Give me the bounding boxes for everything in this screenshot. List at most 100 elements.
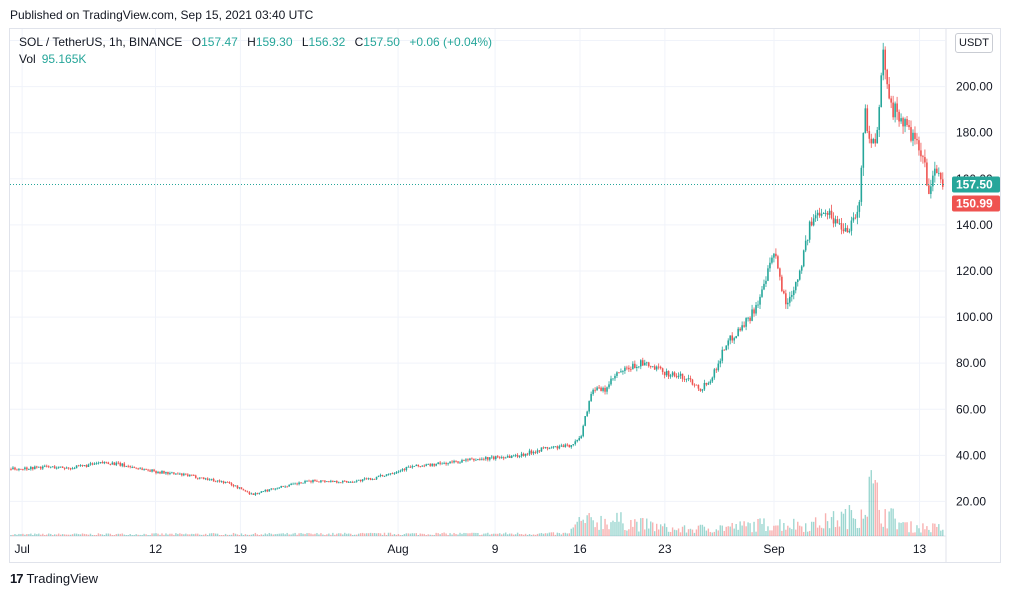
candle-body (578, 438, 581, 441)
candle-body (179, 473, 181, 475)
candle-body (653, 366, 656, 370)
candle-body (562, 445, 565, 448)
volume-bar (773, 525, 775, 536)
candle-body (564, 444, 567, 448)
volume-bar (290, 534, 292, 536)
volume-bar (614, 522, 616, 536)
volume-bar (226, 534, 229, 536)
candle-body (28, 469, 30, 470)
candle-body (411, 466, 414, 468)
candle-body (12, 467, 14, 470)
candle-body (139, 468, 141, 470)
volume-bar (57, 533, 60, 536)
volume-bar (284, 534, 286, 536)
candle-body (407, 466, 410, 468)
candle-body (691, 379, 694, 385)
symbol-legend: SOL / TetherUS, 1h, BINANCE O157.47 H159… (19, 35, 492, 49)
candle-body (161, 470, 163, 474)
candle-body (326, 481, 328, 483)
volume-bar (630, 519, 632, 536)
currency-button[interactable]: USDT (955, 33, 993, 53)
candle-body (552, 446, 555, 448)
candle-body (316, 480, 318, 482)
low-value: 156.32 (308, 35, 346, 49)
candle-body (753, 309, 755, 314)
candle-body (123, 463, 126, 467)
volume-bar (385, 535, 388, 536)
volume-bar (419, 533, 421, 536)
candle-body (141, 468, 143, 470)
volume-bar (276, 533, 278, 536)
volume-bar (367, 533, 370, 536)
candle-body (320, 480, 322, 483)
candle-body (761, 289, 763, 297)
volume-bar (131, 535, 133, 536)
y-tick-label: 140.00 (956, 218, 993, 232)
volume-bar (34, 533, 36, 536)
volume-bar (153, 533, 155, 536)
volume-bar (612, 520, 614, 536)
volume-bar (862, 518, 865, 536)
candle-body (530, 450, 533, 454)
volume-bar (125, 535, 127, 536)
candle-body (586, 411, 588, 417)
volume-bar (765, 531, 767, 536)
volume-bar (892, 508, 894, 536)
candle-body (159, 471, 161, 474)
candle-body (508, 456, 511, 458)
candle-body (826, 212, 829, 215)
volume-bar (338, 533, 340, 536)
volume-bar (554, 534, 557, 536)
volume-bar (693, 532, 696, 536)
candle-body (574, 441, 577, 445)
candle-body (830, 210, 833, 218)
candle-body (528, 450, 531, 455)
x-tick-label: Sep (763, 542, 785, 556)
candle-body (481, 458, 483, 460)
volume-bar (123, 534, 125, 536)
volume-bar (328, 533, 330, 536)
volume-bar (52, 535, 54, 536)
volume-bar (618, 521, 620, 536)
candle-body (177, 473, 179, 475)
volume-bar (697, 525, 700, 536)
candle-body (675, 376, 678, 378)
candle-body (45, 465, 48, 467)
candle-body (300, 482, 302, 484)
candle-body (751, 309, 753, 321)
candle-body (63, 467, 66, 469)
volume-bar (352, 535, 354, 536)
candle-body (59, 466, 62, 468)
candle-body (735, 336, 737, 339)
candle-body (910, 127, 912, 141)
volume-bar (441, 533, 443, 536)
volume-bar (50, 533, 52, 536)
volume-bar (222, 535, 225, 536)
candle-body (175, 473, 177, 475)
candle-body (49, 466, 52, 468)
volume-bar (876, 482, 878, 536)
volume-bar (737, 529, 739, 536)
candle-body (393, 473, 396, 475)
volume-bar (195, 533, 197, 536)
candle-body (568, 444, 571, 448)
volume-bar (306, 533, 308, 536)
candle-body (510, 455, 513, 458)
candle-body (129, 466, 132, 468)
candle-body (745, 318, 747, 327)
candle-body (941, 179, 944, 187)
volume-bar (26, 534, 28, 536)
volume-bar (24, 534, 26, 536)
volume-bar (888, 511, 890, 536)
candle-body (638, 366, 640, 368)
candle-body (747, 317, 749, 319)
volume-bar (654, 531, 656, 536)
chart-frame[interactable] (9, 28, 1001, 563)
volume-bar (455, 533, 457, 536)
candle-body (582, 425, 584, 437)
volume-bar (395, 534, 398, 536)
candle-body (884, 49, 886, 70)
candle-body (375, 476, 378, 480)
candle-body (890, 98, 892, 103)
